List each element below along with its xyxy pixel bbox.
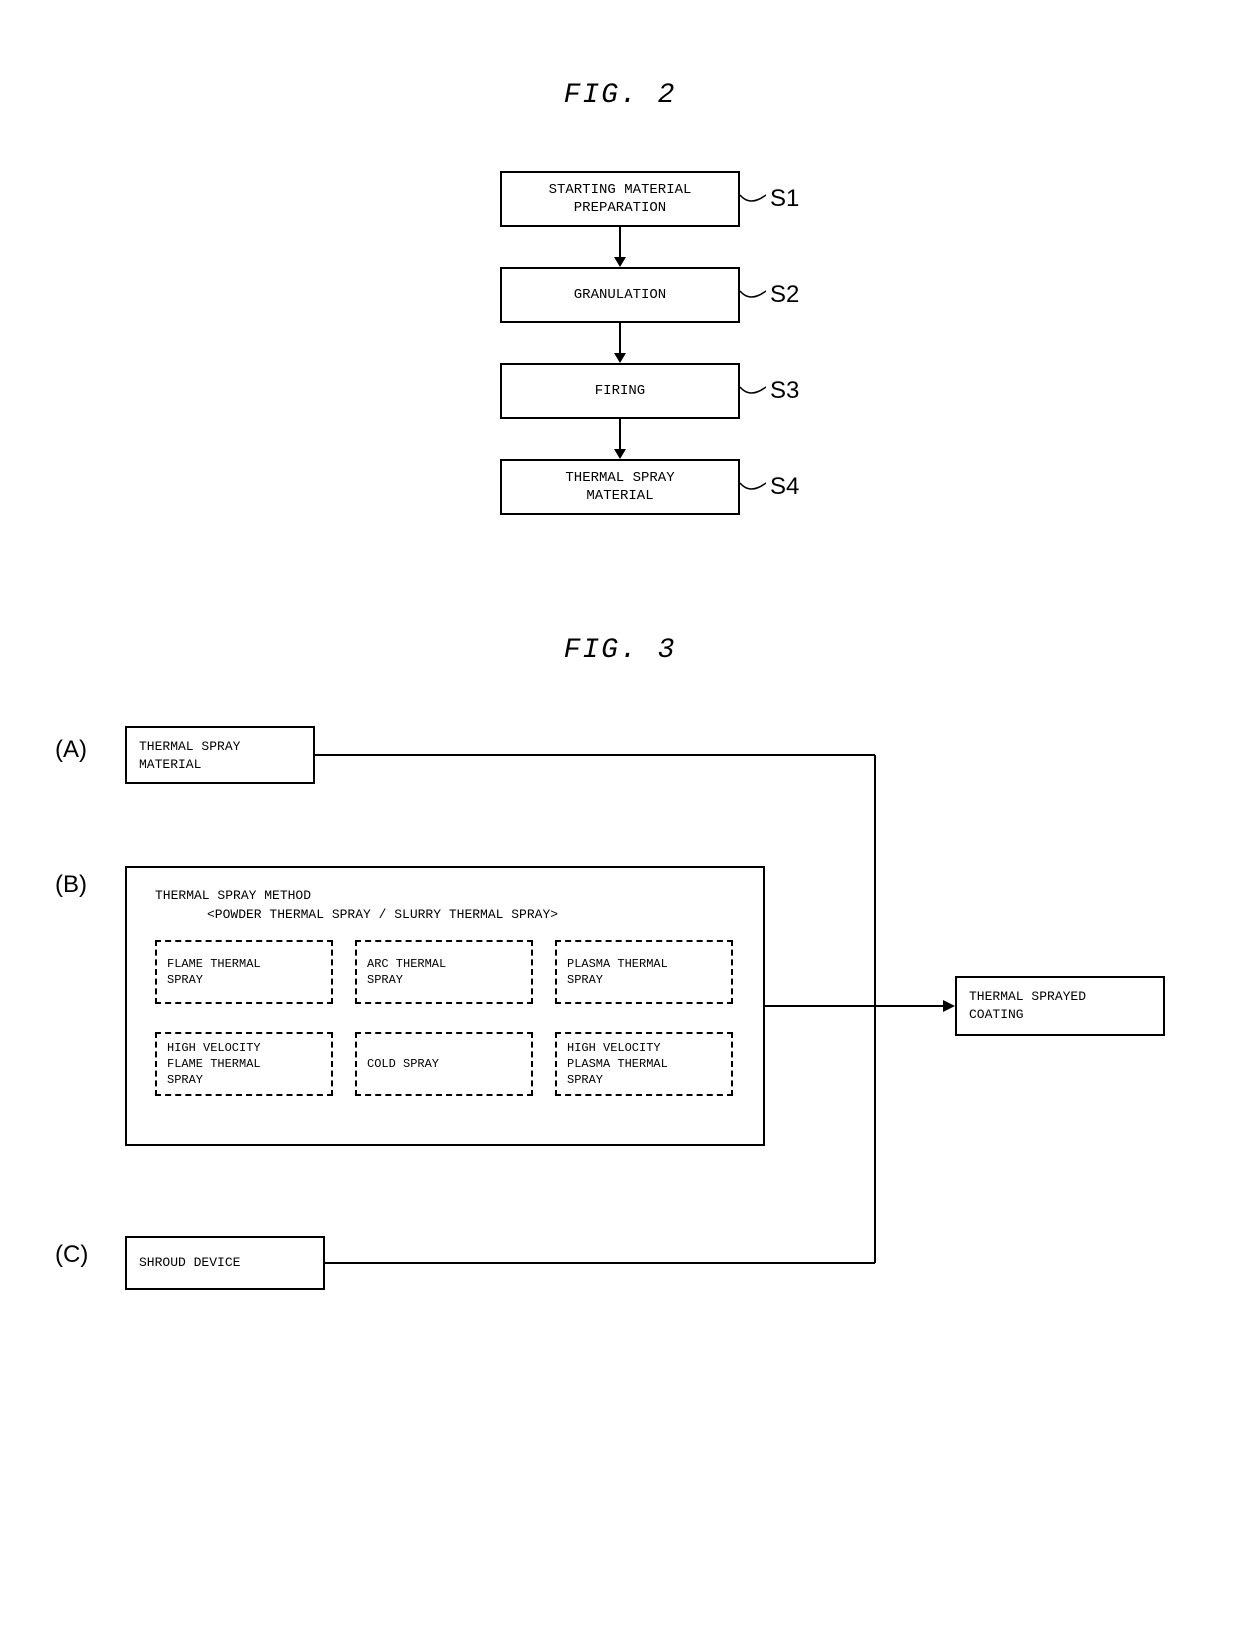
- fig3-title: FIG. 3: [0, 635, 1240, 666]
- flow-row-s3: FIRING S3: [410, 363, 830, 419]
- section-label-a: (A): [55, 736, 87, 764]
- section-label-b: (B): [55, 871, 87, 899]
- flow-row-s2: GRANULATION S2: [410, 267, 830, 323]
- method-plasma: PLASMA THERMAL SPRAY: [555, 940, 733, 1004]
- step-box-s4: THERMAL SPRAY MATERIAL: [500, 459, 740, 515]
- thermal-spray-material-box: THERMAL SPRAY MATERIAL: [125, 726, 315, 784]
- arrow-down-icon: [610, 323, 630, 363]
- method-title-line1: THERMAL SPRAY METHOD: [155, 888, 743, 903]
- step-label-s2: S2: [770, 281, 799, 309]
- thermal-spray-method-box: THERMAL SPRAY METHOD <POWDER THERMAL SPR…: [125, 866, 765, 1146]
- method-flame: FLAME THERMAL SPRAY: [155, 940, 333, 1004]
- connector-2-3: [410, 323, 830, 363]
- method-title-line2: <POWDER THERMAL SPRAY / SLURRY THERMAL S…: [207, 907, 743, 922]
- connector-3-4: [410, 419, 830, 459]
- fig2-flowchart: STARTING MATERIAL PREPARATION S1 GRANULA…: [410, 171, 830, 515]
- method-cold: COLD SPRAY: [355, 1032, 533, 1096]
- arrow-down-icon: [610, 227, 630, 267]
- step-box-s3: FIRING: [500, 363, 740, 419]
- arrow-down-icon: [610, 419, 630, 459]
- method-hv-plasma: HIGH VELOCITY PLASMA THERMAL SPRAY: [555, 1032, 733, 1096]
- step-label-s4: S4: [770, 473, 799, 501]
- step-label-s1: S1: [770, 185, 799, 213]
- leader-tick-s4: [740, 477, 766, 497]
- flow-row-s4: THERMAL SPRAY MATERIAL S4: [410, 459, 830, 515]
- method-hv-flame: HIGH VELOCITY FLAME THERMAL SPRAY: [155, 1032, 333, 1096]
- connector-1-2: [410, 227, 830, 267]
- flow-row-s1: STARTING MATERIAL PREPARATION S1: [410, 171, 830, 227]
- thermal-sprayed-coating-box: THERMAL SPRAYED COATING: [955, 976, 1165, 1036]
- page: FIG. 2 STARTING MATERIAL PREPARATION S1 …: [0, 0, 1240, 1426]
- method-arc: ARC THERMAL SPRAY: [355, 940, 533, 1004]
- step-box-s1: STARTING MATERIAL PREPARATION: [500, 171, 740, 227]
- leader-tick-s3: [740, 381, 766, 401]
- leader-tick-s1: [740, 189, 766, 209]
- shroud-device-box: SHROUD DEVICE: [125, 1236, 325, 1290]
- fig2-title: FIG. 2: [0, 80, 1240, 111]
- method-grid: FLAME THERMAL SPRAY ARC THERMAL SPRAY PL…: [155, 940, 743, 1096]
- leader-tick-s2: [740, 285, 766, 305]
- step-box-s2: GRANULATION: [500, 267, 740, 323]
- step-label-s3: S3: [770, 377, 799, 405]
- section-label-c: (C): [55, 1241, 88, 1269]
- fig3-diagram: (A) (B) (C) THERMAL SPRAY MATERIAL THERM…: [45, 726, 1195, 1346]
